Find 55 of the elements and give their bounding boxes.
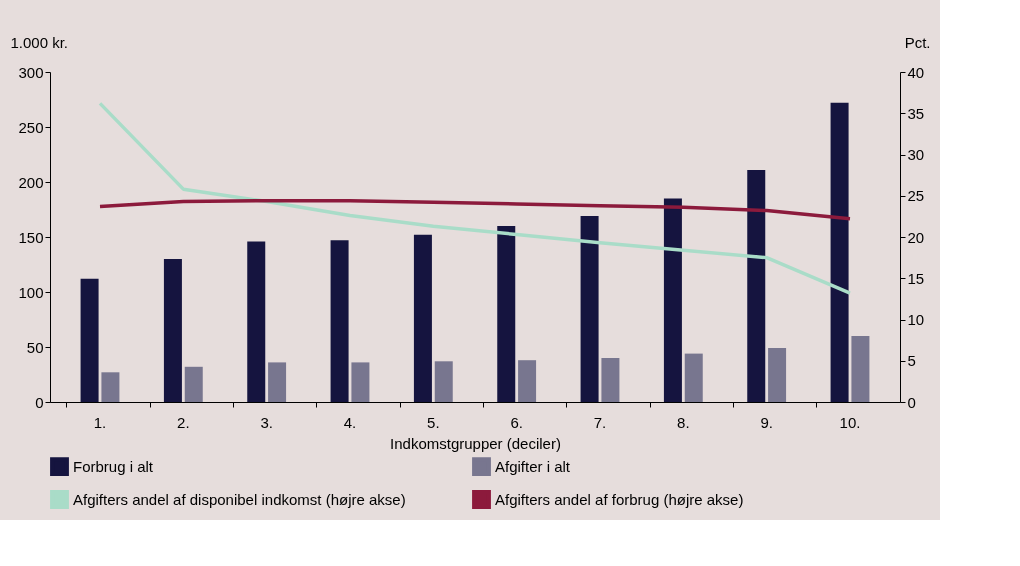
legend-label: Forbrug i alt — [73, 457, 154, 475]
y-tick-label: 0 — [35, 393, 44, 411]
bar — [101, 372, 120, 402]
y-tick-label: 300 — [18, 63, 44, 81]
x-tick-label: 3. — [260, 413, 273, 431]
x-tick-label: 10. — [839, 413, 861, 431]
line-series — [98, 198, 852, 221]
bar — [684, 353, 703, 402]
x-tick-label: 4. — [343, 413, 357, 431]
y2-tick-label: 40 — [907, 63, 925, 81]
bar — [268, 362, 287, 402]
y-tick-label: 200 — [18, 173, 44, 191]
y2-tick-label: 15 — [907, 269, 925, 287]
bar — [413, 234, 432, 402]
bar — [518, 360, 537, 402]
line-series — [98, 101, 852, 295]
x-tick-label: 8. — [677, 413, 690, 431]
bar — [768, 348, 787, 402]
bar — [163, 259, 182, 402]
y-tick-label: 150 — [18, 228, 44, 246]
y-axis-title: 1.000 kr. — [10, 33, 69, 51]
y-tick-label: 50 — [26, 338, 44, 356]
bar — [663, 198, 682, 402]
y2-axis-title: Pct. — [904, 33, 931, 51]
bar — [247, 241, 266, 402]
legend-label: Afgifter i alt — [495, 457, 571, 475]
bar — [497, 226, 516, 402]
bar — [851, 336, 870, 402]
bar — [580, 216, 599, 402]
x-tick-label: 9. — [760, 413, 773, 431]
bar — [330, 240, 349, 402]
bar — [601, 358, 620, 402]
y-tick-label: 250 — [18, 118, 44, 136]
bar — [434, 361, 453, 402]
y-tick-label: 100 — [18, 283, 44, 301]
bar — [830, 102, 849, 402]
x-tick-label: 1. — [93, 413, 107, 431]
y2-tick-label: 35 — [907, 104, 925, 122]
bar — [351, 362, 370, 402]
x-tick-label: 7. — [593, 413, 607, 431]
legend-label: Afgifters andel af disponibel indkomst (højre akse) — [73, 490, 406, 508]
x-tick-label: 2. — [177, 413, 190, 431]
x-axis-title: Indkomstgrupper (deciler) — [390, 434, 561, 452]
x-tick-label: 5. — [427, 413, 440, 431]
y2-tick-label: 20 — [907, 228, 925, 246]
y2-tick-label: 25 — [907, 187, 925, 205]
y2-tick-label: 5 — [907, 352, 916, 370]
y2-tick-label: 30 — [907, 146, 925, 163]
legend-label: Afgifters andel af forbrug (højre akse) — [495, 490, 744, 508]
y2-tick-label: 0 — [907, 393, 916, 411]
x-tick-label: 6. — [510, 413, 523, 431]
bar — [80, 278, 99, 402]
bar — [184, 366, 203, 402]
y2-tick-label: 10 — [907, 311, 925, 328]
bar — [747, 169, 766, 402]
